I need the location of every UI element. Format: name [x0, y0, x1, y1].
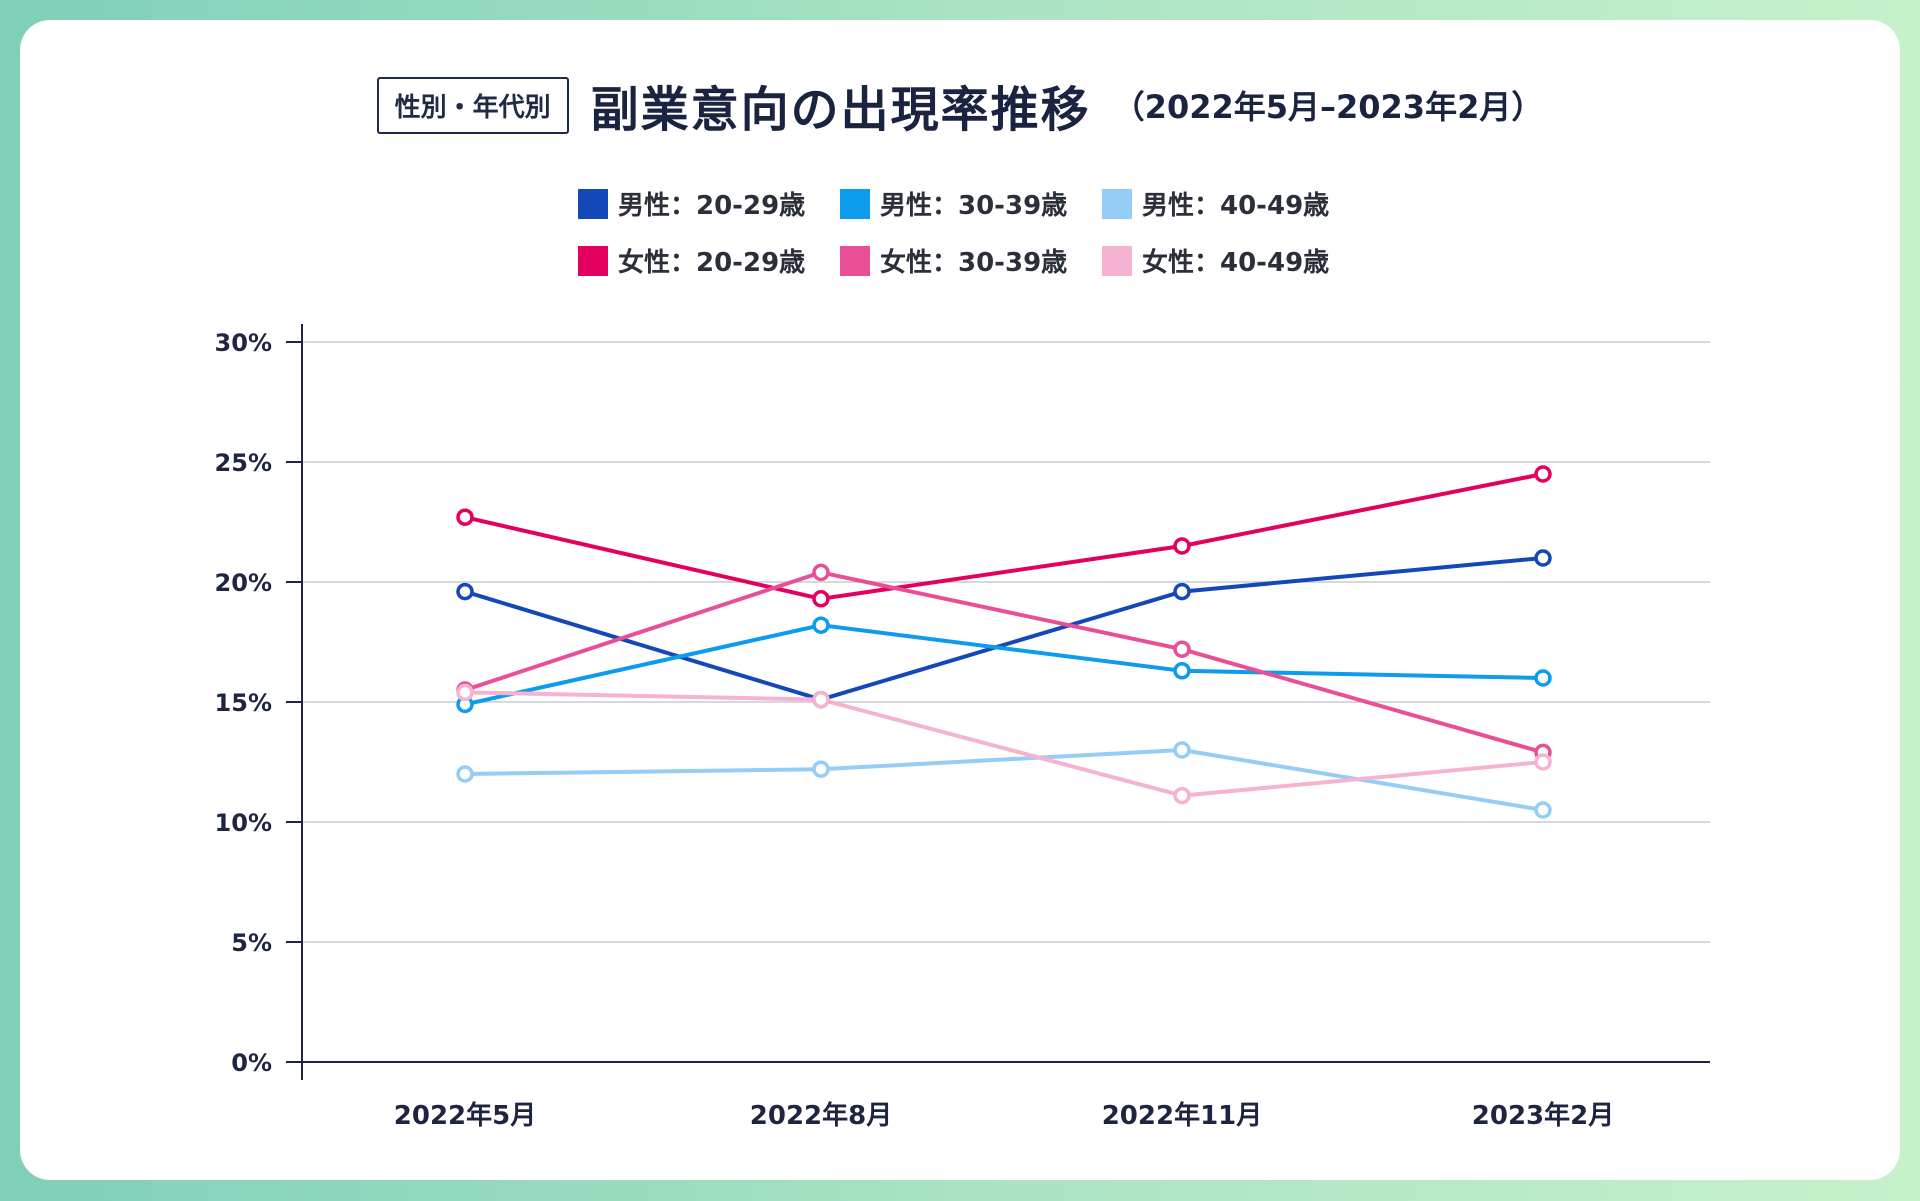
series-line [464, 748, 1544, 812]
data-point [456, 582, 474, 601]
y-tick-label: 25% [215, 449, 272, 477]
legend-item: 男性：40-49歳 [1102, 185, 1364, 222]
data-point [812, 760, 830, 778]
y-tick-label: 10% [215, 809, 272, 837]
legend-item: 女性：40-49歳 [1102, 242, 1364, 279]
y-tick-label: 0% [231, 1049, 272, 1077]
data-point [1173, 582, 1191, 601]
data-point [1173, 640, 1191, 658]
data-point [456, 683, 474, 702]
data-point [456, 765, 474, 783]
legend-label: 女性：20-29歳 [618, 248, 806, 278]
legend-swatch [1102, 188, 1132, 219]
series-line [464, 623, 1544, 707]
legend-label: 男性：40-49歳 [1142, 191, 1330, 221]
data-point [1173, 662, 1191, 680]
series-line [464, 556, 1544, 702]
legend-label: 男性：30-39歳 [880, 191, 1068, 221]
data-point [456, 508, 474, 526]
data-point [1173, 537, 1191, 555]
legend-swatch [1102, 245, 1132, 276]
x-tick-label: 2022年11月 [1102, 1100, 1263, 1131]
chart-title: 副業意向の出現率推移 [590, 82, 1091, 138]
y-tick-label: 15% [215, 689, 272, 717]
legend-item: 女性：20-29歳 [578, 242, 840, 279]
legend-item: 男性：30-39歳 [840, 185, 1102, 222]
legend-swatch [840, 245, 870, 276]
chart-legend: 男性：20-29歳 男性：30-39歳 男性：40-49歳女性：20-29歳 女性：3… [578, 185, 1364, 279]
data-point [1534, 801, 1552, 819]
data-point [1534, 753, 1552, 771]
data-point [812, 563, 830, 582]
legend-label: 女性：30-39歳 [880, 248, 1068, 278]
x-tick-label: 2022年5月 [394, 1100, 536, 1131]
data-point [1173, 741, 1191, 759]
x-tick-label: 2022年8月 [750, 1100, 892, 1131]
y-tick-label: 5% [231, 929, 272, 957]
legend-label: 女性：40-49歳 [1142, 248, 1330, 278]
data-point [1534, 549, 1552, 567]
data-point [1173, 786, 1191, 805]
series-line [464, 472, 1544, 601]
data-point [812, 590, 830, 608]
chart-subtitle: （2022年5月–2023年2月） [1112, 88, 1544, 126]
y-tick-label: 30% [215, 329, 272, 357]
legend-swatch [578, 188, 608, 219]
data-point [812, 690, 830, 709]
series-line [464, 690, 1544, 798]
category-tag: 性別・年代別 [376, 76, 569, 134]
chart-card: 性別・年代別 副業意向の出現率推移 （2022年5月–2023年2月） 男性：2… [20, 20, 1900, 1180]
data-point [812, 616, 830, 634]
legend-item: 男性：20-29歳 [578, 185, 840, 222]
data-point [1534, 465, 1552, 483]
x-tick-label: 2023年2月 [1472, 1100, 1614, 1131]
y-tick-label: 20% [215, 569, 272, 597]
legend-swatch [578, 245, 608, 276]
legend-label: 男性：20-29歳 [618, 191, 806, 221]
series-line [464, 570, 1544, 755]
legend-item: 女性：30-39歳 [840, 242, 1102, 279]
data-point [1534, 669, 1552, 687]
legend-swatch [840, 188, 870, 219]
chart-header: 性別・年代別 副業意向の出現率推移 （2022年5月–2023年2月） [20, 70, 1900, 140]
